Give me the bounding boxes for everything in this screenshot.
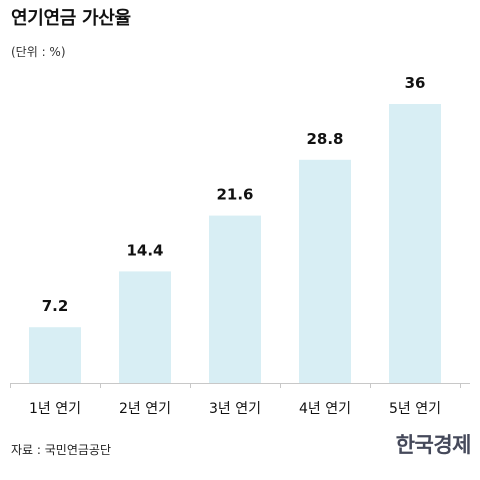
chart-title: 연기연금 가산율 [11,8,131,29]
bar-5 [389,104,441,383]
bars-group [29,104,441,383]
category-label-5: 5년 연기 [389,401,441,417]
category-label-3: 3년 연기 [209,401,261,417]
unit-label: (단위 : %) [11,45,66,59]
bar-chart: 7.2 14.4 21.6 28.8 36 1년 연기 2년 연기 3년 연기 4년 연기 5년… [10,74,470,417]
value-labels-group: 7.2 14.4 21.6 28.8 36 [42,74,426,315]
value-label-4: 28.8 [306,130,343,148]
bar-2 [119,271,171,383]
category-label-4: 4년 연기 [299,401,351,417]
x-axis-ticks-group [10,383,461,388]
value-label-2: 14.4 [126,241,163,259]
brand-logo: 한국경제 [395,432,472,457]
category-label-1: 1년 연기 [29,401,81,417]
bar-3 [209,215,261,383]
category-label-2: 2년 연기 [119,401,171,417]
value-label-1: 7.2 [42,297,69,315]
category-labels-group: 1년 연기 2년 연기 3년 연기 4년 연기 5년 연기 [29,401,441,417]
value-label-5: 36 [405,74,426,92]
value-label-3: 21.6 [216,186,253,204]
bar-4 [299,159,351,383]
bar-1 [29,327,81,383]
source-note: 자료 : 국민연금공단 [11,443,111,457]
